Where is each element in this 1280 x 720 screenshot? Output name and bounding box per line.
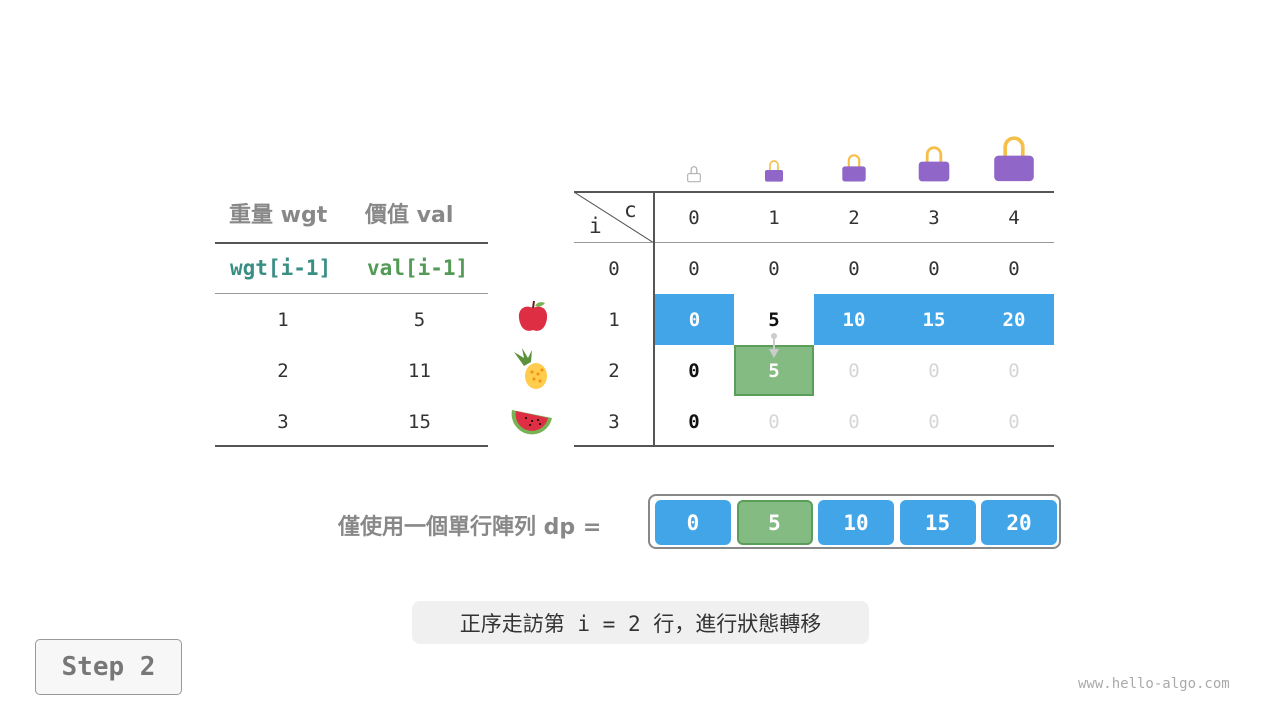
divider xyxy=(215,293,488,294)
dp-cell: 5 xyxy=(768,308,780,331)
dp-cell: 10 xyxy=(814,294,894,345)
divider xyxy=(574,445,1054,447)
row-header: 0 xyxy=(608,257,620,280)
pineapple-icon xyxy=(514,348,547,389)
wgt-subheader: wgt[i-1] xyxy=(230,256,332,280)
dp-cell: 0 xyxy=(848,257,860,280)
row-header: 1 xyxy=(608,308,620,331)
dp-cell: 0 xyxy=(1008,410,1020,433)
dp-array-cell: 5 xyxy=(736,500,813,545)
dp-cell: 0 xyxy=(848,410,860,433)
bag-capacity-2-icon xyxy=(842,154,866,182)
value-cell: 5 xyxy=(413,308,426,331)
bag-capacity-1-icon xyxy=(765,160,783,182)
dp-array xyxy=(648,494,1061,549)
weight-cell: 3 xyxy=(277,410,289,433)
col-header: 4 xyxy=(1008,206,1020,229)
col-header: 0 xyxy=(688,206,700,229)
dp-cell: 0 xyxy=(1008,257,1020,280)
divider xyxy=(574,191,1054,193)
bag-capacity-4-icon xyxy=(994,136,1034,182)
value-cell: 15 xyxy=(408,410,431,433)
val-subheader: val[i-1] xyxy=(367,256,469,280)
value-cell: 11 xyxy=(408,359,431,382)
dp-cell: 15 xyxy=(894,294,974,345)
corner-diagonal xyxy=(574,192,654,243)
vertical-divider xyxy=(653,192,655,446)
dp-cell: 0 xyxy=(928,410,940,433)
dp-cell: 0 xyxy=(848,359,860,382)
dp-cell: 0 xyxy=(768,257,780,280)
bag-capacity-3-icon xyxy=(918,146,950,182)
dp-cell: 0 xyxy=(928,257,940,280)
dp-array-cell: 10 xyxy=(818,500,894,545)
dp-cell: 0 xyxy=(928,359,940,382)
col-header: 1 xyxy=(768,206,780,229)
row-header: 3 xyxy=(608,410,620,433)
weight-cell: 2 xyxy=(277,359,289,382)
dp-cell: 0 xyxy=(688,257,700,280)
bag-capacity-0-icon xyxy=(687,166,701,183)
dp-cell: 0 xyxy=(655,294,734,345)
transition-arrow-icon xyxy=(769,333,779,358)
dp-array-cell: 0 xyxy=(655,500,731,545)
col-header: 3 xyxy=(928,206,940,229)
dp-cell: 20 xyxy=(974,294,1054,345)
watermark: www.hello-algo.com xyxy=(1078,676,1230,692)
dp-array-label: 僅使用一個單行陣列 dp = xyxy=(338,515,602,540)
apple-icon xyxy=(518,300,548,331)
watermelon-icon xyxy=(511,410,552,435)
dp-cell: 0 xyxy=(768,410,780,433)
divider xyxy=(215,445,488,447)
dp-array-cell: 15 xyxy=(899,500,976,545)
corner-row-label: i xyxy=(589,214,602,238)
value-header: 價值 val xyxy=(365,203,454,228)
weight-header: 重量 wgt xyxy=(229,203,328,228)
dp-cell: 0 xyxy=(688,410,700,433)
weight-cell: 1 xyxy=(277,308,289,331)
divider xyxy=(215,242,488,244)
dp-cell: 0 xyxy=(1008,359,1020,382)
dp-array-cell: 20 xyxy=(981,500,1057,545)
dp-cell: 0 xyxy=(688,359,700,382)
step-caption: 正序走訪第 i = 2 行，進行狀態轉移 xyxy=(412,601,869,644)
col-header: 2 xyxy=(848,206,860,229)
corner-col-label: c xyxy=(624,198,637,222)
step-button[interactable]: Step 2 xyxy=(35,639,182,695)
divider xyxy=(574,242,1054,243)
row-header: 2 xyxy=(608,359,620,382)
